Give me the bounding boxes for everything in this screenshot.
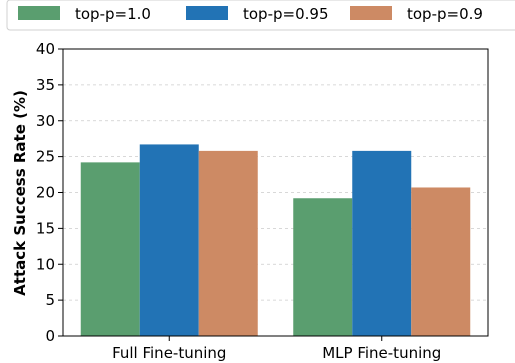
bar-top-p-1-0-0: [80, 162, 140, 336]
y-tick-label: 40: [36, 40, 55, 58]
plot-frame: [62, 48, 489, 337]
bar-top-p-0-9-1: [411, 187, 471, 336]
bar-top-p-0-95-0: [139, 144, 199, 336]
axes: 0 5 10 15 20 25 30 35 40 Full Fine-tuning MLP Fine…: [36, 40, 489, 362]
legend: top-p=1.0 top-p=0.95 top-p=0.9: [6, 0, 515, 31]
bar-top-p-1-0-1: [293, 198, 353, 336]
y-tick-label: 5: [45, 291, 55, 309]
legend-swatch: [186, 6, 228, 20]
y-tick-label: 25: [36, 148, 55, 166]
x-tick-label: MLP Fine-tuning: [322, 344, 441, 362]
legend-swatch: [350, 6, 392, 20]
y-axis-title: Attack Success Rate (%): [11, 90, 29, 296]
bar-top-p-0-95-1: [352, 150, 412, 336]
legend-label: top-p=1.0: [75, 5, 151, 23]
y-tick-label: 30: [36, 112, 55, 130]
y-tick-label: 15: [36, 219, 55, 237]
legend-label: top-p=0.95: [243, 5, 328, 23]
x-tick-label: Full Fine-tuning: [112, 344, 226, 362]
legend-label: top-p=0.9: [407, 5, 483, 23]
bar-top-p-0-9-0: [198, 150, 258, 336]
y-tick-label: 10: [36, 255, 55, 273]
legend-swatch: [18, 6, 60, 20]
y-tick-label: 20: [36, 184, 55, 202]
y-tick-label: 0: [45, 327, 55, 345]
bars: [80, 144, 471, 336]
y-tick-label: 35: [36, 76, 55, 94]
